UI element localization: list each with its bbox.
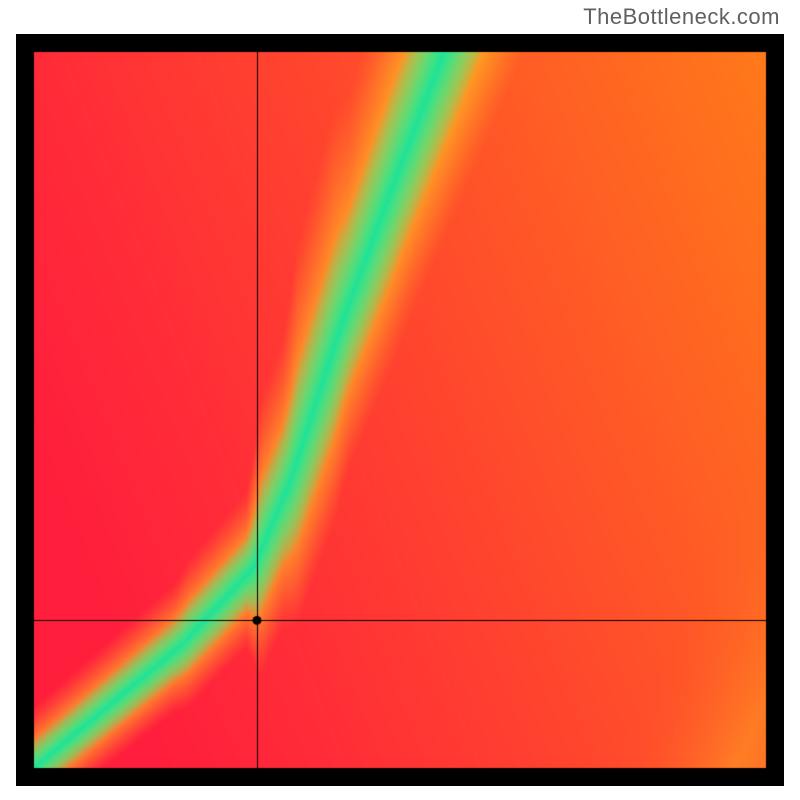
chart-container: TheBottleneck.com bbox=[0, 0, 800, 800]
watermark-text: TheBottleneck.com bbox=[583, 4, 780, 30]
heatmap-plot bbox=[16, 34, 784, 786]
